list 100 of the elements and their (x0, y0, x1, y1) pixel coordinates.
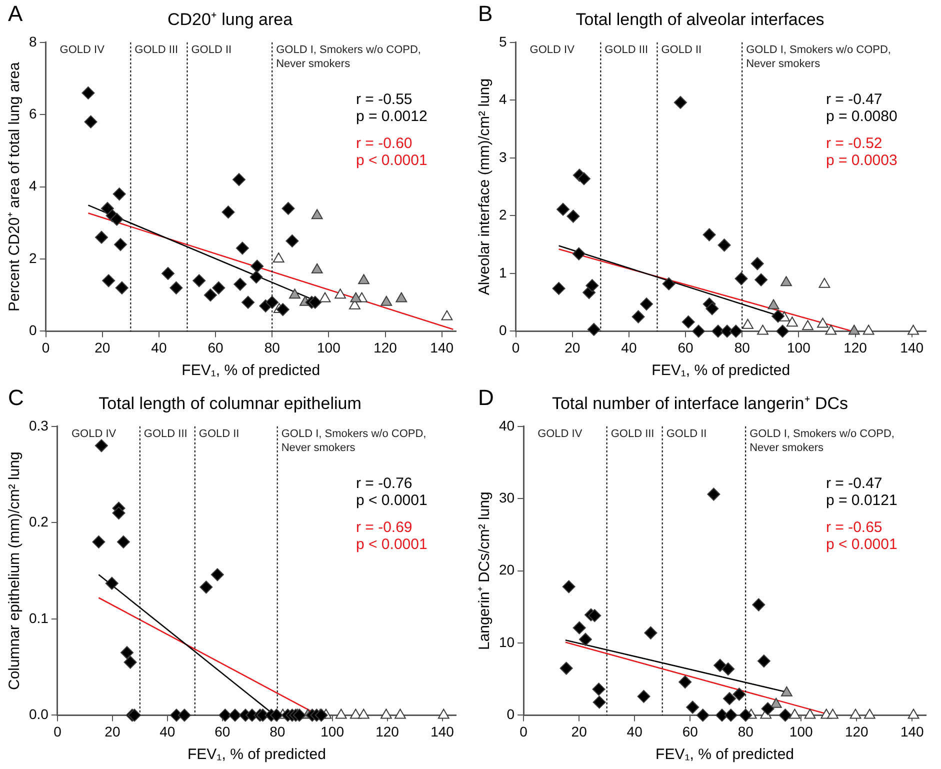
y-tick-label: 2 (28, 250, 37, 266)
point (825, 324, 837, 335)
point (789, 708, 800, 719)
text: r = -0.55 p = 0.0012 (356, 91, 428, 126)
x-tick-label: 80 (734, 339, 750, 356)
point (120, 646, 134, 660)
point (116, 535, 130, 548)
point (586, 279, 599, 292)
point (706, 302, 719, 316)
y-tick-label: 0 (28, 322, 37, 338)
annotation: GOLD I, Smokers w/o COPD, Never smokers (746, 44, 891, 70)
text: r = -0.60 p < 0.0001 (356, 135, 428, 170)
chart-title: Total length of columnar epithelium (98, 394, 362, 413)
y-tick-label: 3 (498, 148, 507, 165)
x-tick-label: 60 (208, 339, 224, 356)
point (757, 324, 768, 335)
x-tick-label: 100 (320, 723, 344, 740)
point (862, 324, 874, 335)
y-tick-label: 0.1 (28, 610, 49, 626)
point (780, 276, 792, 286)
point (319, 292, 331, 302)
point (592, 696, 606, 709)
point (850, 708, 862, 719)
point (714, 658, 727, 672)
point (632, 310, 645, 324)
point (270, 708, 284, 722)
point (222, 206, 235, 219)
point (848, 324, 860, 335)
x-tick-label: 0 (54, 723, 62, 740)
point (218, 708, 232, 722)
point (734, 272, 748, 286)
point (311, 209, 323, 220)
text: B (478, 1, 493, 26)
point (162, 266, 174, 280)
annotation: GOLD III (604, 44, 648, 56)
point (114, 238, 127, 252)
point (637, 690, 650, 703)
x-tick-label: 120 (844, 723, 869, 740)
point (644, 626, 658, 640)
y-axis-title: Percent CD20⁺ area of total lung area (6, 61, 24, 312)
point (292, 708, 306, 722)
point (572, 247, 586, 260)
point (732, 688, 746, 701)
point (192, 274, 206, 288)
point (242, 296, 255, 309)
y-tick-label: 20 (498, 562, 515, 578)
point (577, 172, 590, 186)
point (678, 675, 692, 688)
point (84, 115, 98, 128)
point (562, 580, 576, 594)
point (335, 708, 347, 719)
point (802, 320, 814, 330)
point (272, 252, 284, 262)
point (380, 296, 392, 306)
point (250, 260, 264, 273)
point (100, 202, 114, 215)
point (124, 656, 137, 669)
point (729, 324, 742, 338)
x-tick-label: 20 (564, 339, 580, 356)
text: r = -0.76 p < 0.0001 (356, 475, 428, 510)
point (105, 576, 118, 590)
point (266, 296, 279, 309)
y-axis-title: Columnar epithelium (mm)/cm² lung (6, 452, 24, 690)
y-tick-label: 0.2 (28, 514, 49, 530)
point (827, 708, 838, 719)
point (702, 228, 716, 242)
point (552, 282, 566, 295)
point (592, 682, 606, 696)
point (289, 288, 300, 299)
y-tick-label: 4 (498, 91, 507, 108)
point (358, 274, 370, 284)
x-axis-title: FEV₁, % of predicted (187, 746, 326, 764)
point (908, 708, 920, 719)
point (311, 263, 323, 274)
chart-title: CD20⁺ lung area (167, 10, 294, 29)
annotation: GOLD IV (530, 44, 576, 56)
x-tick-label: 140 (900, 723, 924, 740)
point (286, 234, 299, 248)
point (752, 598, 766, 612)
point (640, 298, 653, 311)
x-tick-label: 140 (430, 339, 454, 356)
x-axis-title: FEV₁, % of predicted (182, 362, 320, 380)
x-tick-label: 60 (214, 723, 230, 740)
point (396, 292, 408, 302)
point (282, 202, 295, 215)
point (761, 702, 774, 716)
point (662, 277, 676, 290)
chart-title: Total number of interface langerin⁺ DCs (552, 394, 848, 413)
point (334, 288, 346, 299)
x-tick-label: 80 (738, 723, 754, 740)
x-tick-label: 100 (787, 339, 811, 356)
annotation: GOLD II (191, 44, 232, 56)
x-tick-label: 60 (682, 723, 698, 740)
point (566, 210, 580, 223)
point (112, 188, 126, 201)
point (768, 299, 780, 310)
annotation: GOLD II (198, 428, 240, 440)
point (786, 316, 798, 327)
point (556, 202, 570, 216)
point (394, 708, 406, 719)
